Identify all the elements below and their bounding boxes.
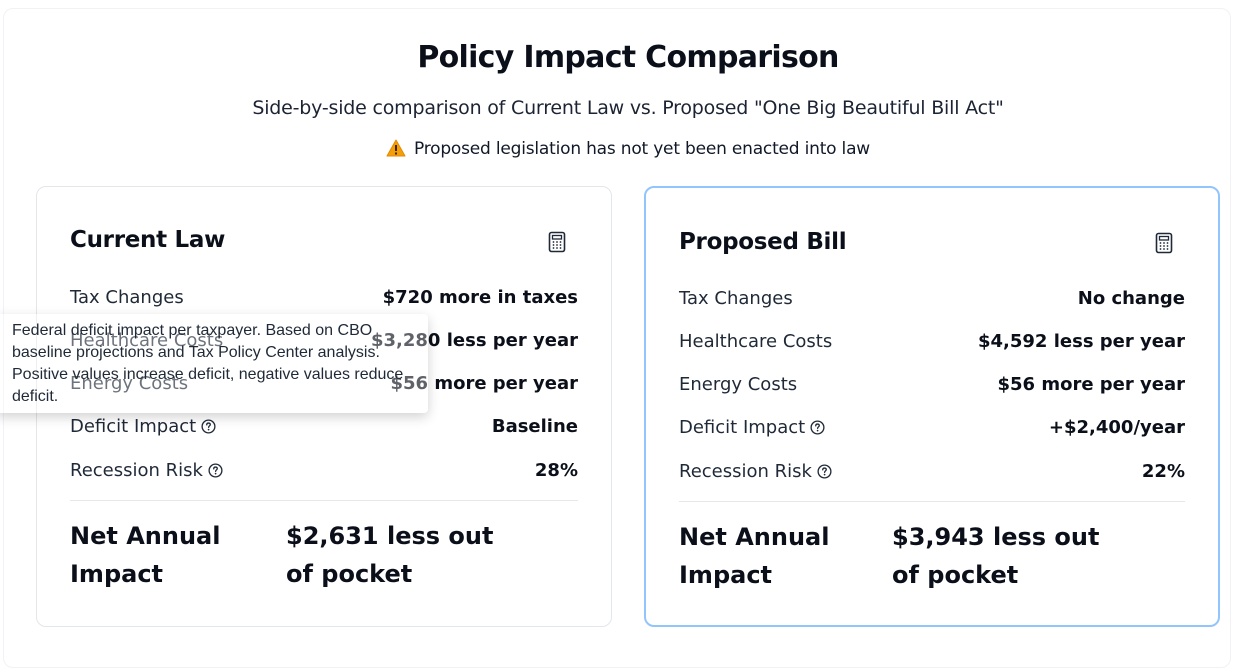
calculator-icon[interactable]: [547, 231, 567, 253]
row-value: 22%: [1141, 461, 1185, 482]
row-energy-costs: Energy Costs $56 more per year: [70, 373, 578, 399]
card-title: Proposed Bill: [679, 229, 847, 255]
row-value: $720 more in taxes: [382, 287, 578, 308]
row-label: Healthcare Costs: [679, 331, 833, 352]
row-value: No change: [1077, 288, 1185, 309]
divider: [70, 500, 578, 501]
help-circle-icon[interactable]: [201, 419, 216, 434]
divider: [679, 501, 1185, 502]
row-label: Energy Costs: [679, 374, 798, 395]
row-label: Energy Costs: [70, 373, 189, 394]
row-energy-costs: Energy Costs $56 more per year: [679, 374, 1185, 400]
warning-triangle-icon: [386, 139, 406, 157]
proposed-bill-card: Proposed Bill Tax Changes No change Heal…: [644, 186, 1220, 627]
row-recession-risk: Recession Risk 28%: [70, 460, 578, 486]
net-annual-impact-label: Net Annual Impact: [679, 523, 830, 589]
row-value: +$2,400/year: [1048, 417, 1185, 438]
row-deficit-impact: Deficit Impact Baseline: [70, 416, 578, 442]
row-tax-changes: Tax Changes No change: [679, 288, 1185, 314]
row-value: Baseline: [491, 416, 578, 437]
page-title: Policy Impact Comparison: [417, 40, 839, 75]
row-value: $4,592 less per year: [978, 331, 1185, 352]
row-label-wrap: Recession Risk: [70, 460, 223, 481]
row-label: Recession Risk: [679, 461, 812, 482]
net-annual-impact-value: $2,631 less out of pocket: [286, 522, 494, 588]
row-label: Healthcare Costs: [70, 330, 224, 351]
row-label: Deficit Impact: [679, 417, 806, 438]
row-healthcare-costs: Healthcare Costs $3,280 less per year: [70, 330, 578, 356]
row-label-wrap: Deficit Impact: [679, 417, 825, 438]
net-annual-impact-value: $3,943 less out of pocket: [892, 523, 1100, 589]
row-healthcare-costs: Healthcare Costs $4,592 less per year: [679, 331, 1185, 357]
row-value: 28%: [534, 460, 578, 481]
row-label: Recession Risk: [70, 460, 203, 481]
deficit-impact-tooltip: Federal deficit impact per taxpayer. Bas…: [0, 314, 428, 413]
page-subtitle: Side-by-side comparison of Current Law v…: [252, 97, 1004, 119]
row-value: $3,280 less per year: [371, 330, 578, 351]
help-circle-icon[interactable]: [208, 463, 223, 478]
row-label: Tax Changes: [70, 287, 184, 308]
row-label: Tax Changes: [679, 288, 793, 309]
row-value: $56 more per year: [997, 374, 1185, 395]
net-annual-impact-label: Net Annual Impact: [70, 522, 221, 588]
row-deficit-impact: Deficit Impact +$2,400/year: [679, 417, 1185, 443]
card-title: Current Law: [70, 227, 226, 253]
row-recession-risk: Recession Risk 22%: [679, 461, 1185, 487]
calculator-icon[interactable]: [1154, 232, 1174, 254]
row-value: $56 more per year: [390, 373, 578, 394]
help-circle-icon[interactable]: [810, 420, 825, 435]
row-tax-changes: Tax Changes $720 more in taxes: [70, 287, 578, 313]
warning-text: Proposed legislation has not yet been en…: [413, 139, 871, 159]
row-label-wrap: Recession Risk: [679, 461, 832, 482]
current-law-card: Current Law Tax Changes $720 more in tax…: [36, 186, 612, 627]
row-label: Deficit Impact: [70, 416, 197, 437]
row-label-wrap: Deficit Impact: [70, 416, 216, 437]
warning-notice: Proposed legislation has not yet been en…: [0, 139, 1234, 159]
help-circle-icon[interactable]: [817, 464, 832, 479]
